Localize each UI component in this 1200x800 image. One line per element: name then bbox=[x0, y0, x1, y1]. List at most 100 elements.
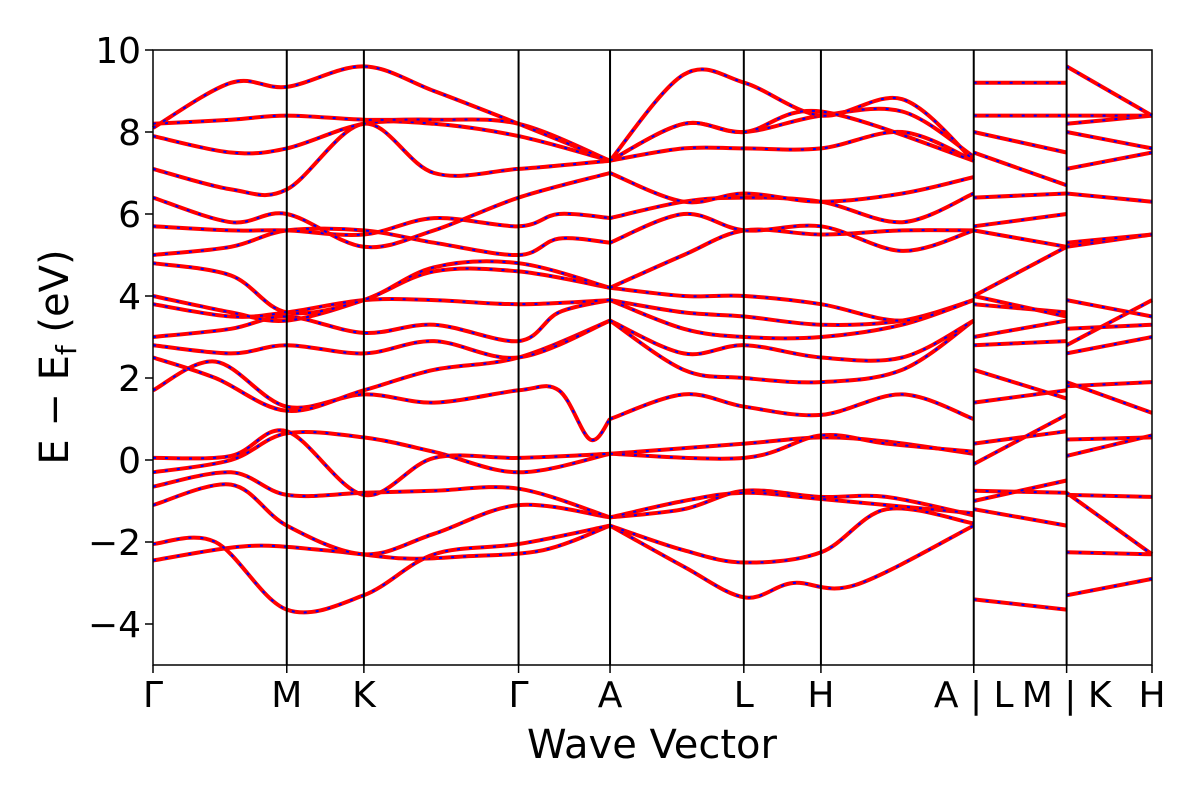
band-8-segment-4 bbox=[1066, 380, 1153, 389]
band-7-segment-1 bbox=[152, 359, 612, 443]
y-tick-label-2: −2 bbox=[88, 523, 141, 564]
band-14-segment-3 bbox=[973, 228, 1067, 249]
band-6-overlay-3 bbox=[973, 414, 1068, 465]
band-20-overlay-1 bbox=[152, 65, 611, 162]
y-tick-label-1: −4 bbox=[88, 605, 141, 646]
band-5-overlay-1 bbox=[152, 430, 611, 474]
x-axis-title: Wave Vector bbox=[527, 722, 778, 768]
band-20-segment-1 bbox=[151, 64, 611, 163]
band-1-segment-1 bbox=[152, 523, 611, 563]
band-11-segment-4 bbox=[1066, 322, 1153, 331]
y-tick-label-7: 8 bbox=[118, 113, 141, 154]
band-9-overlay-2 bbox=[609, 319, 975, 362]
high-symmetry-lines bbox=[285, 50, 1068, 665]
band-10-overlay-4 bbox=[1066, 299, 1153, 347]
y-axis: −4 −2 0 2 4 6 8 10 bbox=[88, 31, 153, 646]
band-9-segment-2 bbox=[609, 318, 975, 363]
band-16-segment-2 bbox=[609, 171, 975, 205]
band-13-segment-3 bbox=[972, 245, 1068, 298]
band-14-overlay-2 bbox=[609, 212, 974, 252]
band-12-overlay-2 bbox=[609, 286, 974, 322]
band-14-segment-4 bbox=[1066, 232, 1153, 245]
x-tick-label-8: A | L bbox=[934, 675, 1014, 716]
x-tick-label-3: K bbox=[352, 675, 377, 716]
y-axis-title: E − Ef (eV) bbox=[32, 249, 83, 464]
band-17-overlay-2 bbox=[609, 130, 975, 162]
band-9-segment-1 bbox=[152, 318, 611, 360]
band-17-overlay-3 bbox=[973, 151, 1067, 187]
band-1-segment-4 bbox=[1066, 576, 1153, 598]
y-axis-title-main: E − E bbox=[32, 355, 78, 465]
band-13-segment-2 bbox=[609, 227, 974, 290]
band-2-segment-4 bbox=[1066, 550, 1153, 557]
band-4-overlay-1 bbox=[152, 471, 611, 519]
band-5-segment-1 bbox=[152, 429, 611, 475]
band-7-overlay-2 bbox=[609, 393, 975, 420]
band-11-segment-3 bbox=[973, 302, 1067, 315]
band-2-segment-1 bbox=[152, 523, 611, 615]
x-tick-label-6: L bbox=[734, 675, 754, 716]
band-4-segment-3 bbox=[973, 478, 1068, 503]
band-10-segment-2 bbox=[609, 298, 975, 341]
band-4-overlay-4 bbox=[1066, 491, 1153, 556]
band-13-overlay-3 bbox=[973, 245, 1068, 297]
x-tick-label-10: H bbox=[1138, 675, 1165, 716]
band-10-overlay-1 bbox=[152, 299, 611, 343]
y-axis-title-subscript: f bbox=[50, 344, 83, 355]
band-1-segment-3 bbox=[973, 597, 1067, 612]
y-tick-label-6: 6 bbox=[118, 195, 141, 236]
y-tick-label-4: 2 bbox=[118, 359, 141, 400]
band-4-overlay-2 bbox=[609, 491, 974, 519]
band-20-overlay-4 bbox=[1066, 65, 1153, 117]
x-tick-label-7: H bbox=[807, 675, 834, 716]
plot-frame bbox=[152, 49, 1153, 666]
band-7-segment-3 bbox=[973, 388, 1067, 405]
band-10-segment-3 bbox=[973, 318, 1067, 339]
y-tick-label-5: 4 bbox=[118, 277, 141, 318]
y-tick-label-8: 10 bbox=[95, 31, 141, 72]
x-tick-label-9: M | K bbox=[1022, 675, 1113, 716]
x-tick-label-4: Γ bbox=[509, 675, 529, 716]
band-3-overlay-2 bbox=[609, 489, 974, 519]
band-6-segment-3 bbox=[972, 413, 1068, 466]
band-1-overlay-2 bbox=[609, 524, 975, 599]
y-axis-title-unit: (eV) bbox=[32, 249, 78, 345]
band-6-segment-4 bbox=[1066, 433, 1153, 458]
band-1-segment-2 bbox=[609, 523, 975, 600]
band-14-segment-1 bbox=[152, 226, 611, 258]
band-16-segment-1 bbox=[152, 171, 611, 250]
x-tick-label-5: A bbox=[598, 675, 623, 716]
band-16-overlay-2 bbox=[609, 172, 974, 204]
band-9-overlay-3 bbox=[973, 340, 1067, 347]
band-16-overlay-3 bbox=[973, 192, 1067, 199]
x-tick-label-2: M bbox=[271, 675, 302, 716]
x-tick-label-1: Γ bbox=[143, 675, 163, 716]
band-16-overlay-1 bbox=[152, 172, 611, 249]
band-2-segment-3 bbox=[973, 507, 1067, 528]
band-20-overlay-2 bbox=[609, 109, 975, 162]
band-15-segment-1 bbox=[152, 211, 611, 237]
band-lines bbox=[151, 64, 1154, 615]
band-8-overlay-3 bbox=[973, 368, 1067, 400]
band-4-segment-4 bbox=[1065, 491, 1154, 556]
band-7-overlay-1 bbox=[152, 360, 611, 442]
band-12-segment-4 bbox=[1066, 298, 1153, 319]
band-8-segment-2 bbox=[608, 318, 975, 385]
band-3-overlay-3 bbox=[973, 489, 1067, 494]
band-19-segment-2 bbox=[608, 67, 976, 163]
band-15-segment-4 bbox=[1066, 191, 1153, 204]
band-6-segment-2 bbox=[609, 432, 974, 461]
band-10-segment-1 bbox=[152, 298, 611, 344]
band-17-segment-4 bbox=[1066, 130, 1153, 151]
band-7-segment-2 bbox=[609, 392, 975, 421]
band-9-segment-4 bbox=[1066, 335, 1153, 356]
band-15-segment-3 bbox=[973, 212, 1067, 229]
band-12-segment-3 bbox=[973, 294, 1068, 319]
band-13-overlay-2 bbox=[609, 228, 974, 289]
band-11-segment-1 bbox=[152, 297, 611, 319]
y-tick-label-3: 0 bbox=[118, 441, 141, 482]
band-2-segment-2 bbox=[609, 506, 975, 565]
band-16-segment-4 bbox=[1066, 150, 1153, 171]
